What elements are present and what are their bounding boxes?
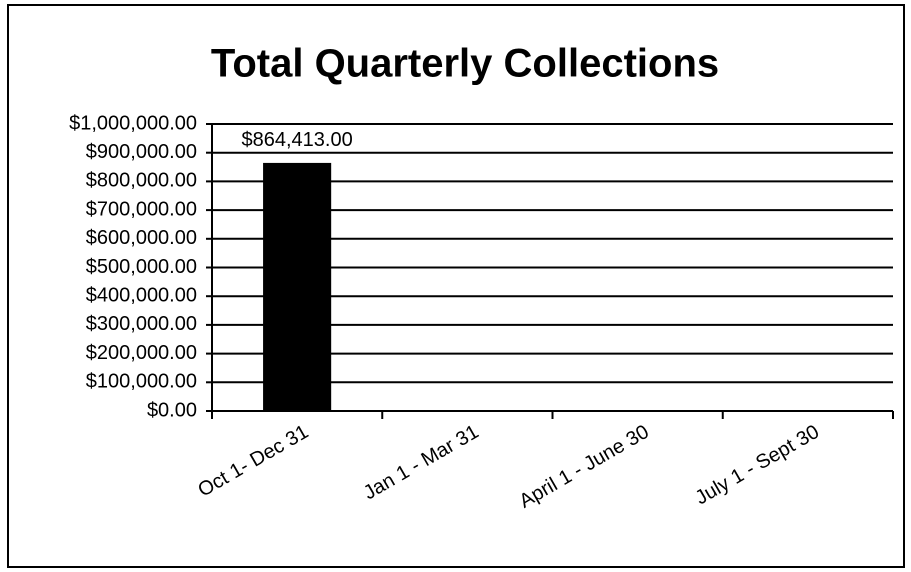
y-tick-label: $800,000.00 — [86, 170, 197, 192]
y-tick-label: $500,000.00 — [86, 256, 197, 278]
y-tick-label: $1,000,000.00 — [69, 112, 197, 134]
chart-border — [7, 4, 905, 568]
y-tick-label: $700,000.00 — [86, 198, 197, 220]
data-label: $864,413.00 — [242, 129, 353, 151]
y-tick-label: $400,000.00 — [86, 284, 197, 306]
y-tick-label: $0.00 — [147, 399, 197, 421]
y-tick-label: $200,000.00 — [86, 342, 197, 364]
y-tick-label: $300,000.00 — [86, 313, 197, 335]
chart-title: Total Quarterly Collections — [211, 42, 719, 86]
bar — [263, 162, 332, 411]
y-tick-label: $600,000.00 — [86, 227, 197, 249]
y-tick-label: $100,000.00 — [86, 371, 197, 393]
y-tick-label: $900,000.00 — [86, 141, 197, 163]
